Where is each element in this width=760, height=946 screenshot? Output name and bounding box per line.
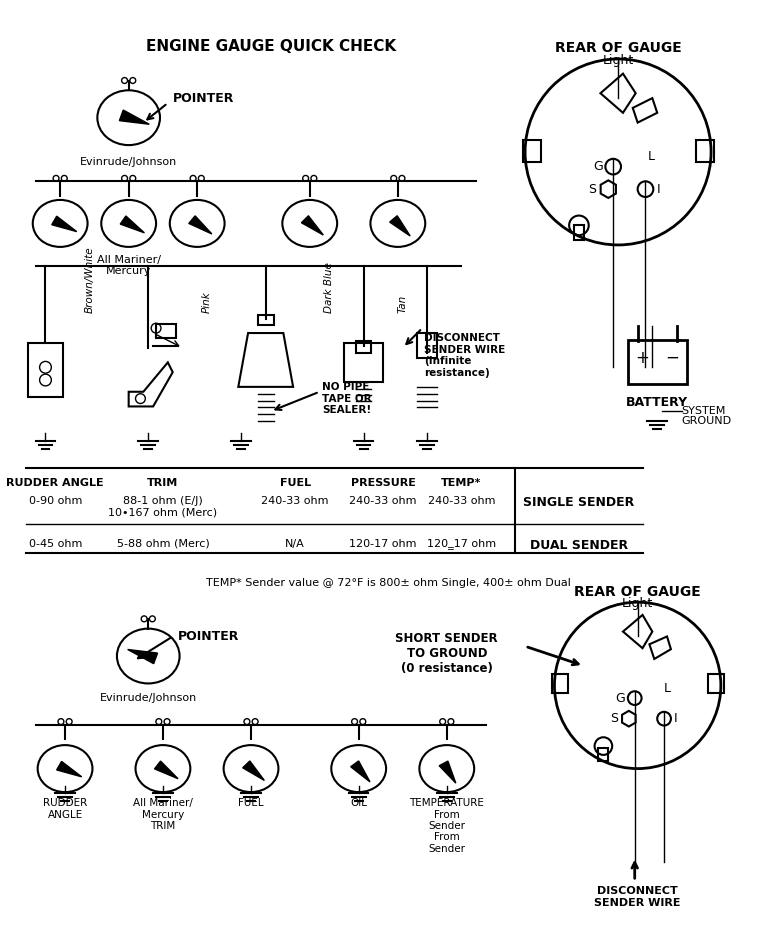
Text: 120-17 ohm: 120-17 ohm xyxy=(350,538,417,549)
Text: Tan: Tan xyxy=(397,295,407,313)
Text: Pink: Pink xyxy=(202,291,212,313)
Text: 10•167 ohm (Merc): 10•167 ohm (Merc) xyxy=(109,507,217,517)
Bar xyxy=(356,341,372,353)
Text: 0-90 ohm: 0-90 ohm xyxy=(29,496,82,505)
Bar xyxy=(696,140,714,162)
Text: RUDDER
ANGLE: RUDDER ANGLE xyxy=(43,798,87,819)
Bar xyxy=(156,324,176,338)
Text: POINTER: POINTER xyxy=(178,630,239,643)
Text: SINGLE SENDER: SINGLE SENDER xyxy=(524,496,635,509)
Polygon shape xyxy=(57,762,81,777)
Text: TRIM: TRIM xyxy=(147,478,179,488)
Text: REAR OF GAUGE: REAR OF GAUGE xyxy=(555,42,682,56)
Text: All Mariner/
Mercury
TRIM: All Mariner/ Mercury TRIM xyxy=(133,798,193,832)
Text: Light: Light xyxy=(622,597,654,610)
Bar xyxy=(574,225,584,240)
Text: SYSTEM: SYSTEM xyxy=(682,407,726,416)
Text: All Mariner/
Mercury: All Mariner/ Mercury xyxy=(97,254,160,276)
Text: POINTER: POINTER xyxy=(173,92,234,105)
Text: S: S xyxy=(610,712,618,726)
Text: 240-33 ohm: 240-33 ohm xyxy=(350,496,417,505)
Text: DUAL SENDER: DUAL SENDER xyxy=(530,538,628,552)
Text: Light: Light xyxy=(603,54,634,67)
Text: BATTERY: BATTERY xyxy=(626,395,689,409)
Text: Evinrude/Johnson: Evinrude/Johnson xyxy=(80,157,177,166)
Text: RUDDER ANGLE: RUDDER ANGLE xyxy=(6,478,104,488)
Polygon shape xyxy=(302,216,323,235)
Text: −: − xyxy=(665,348,679,366)
Text: S: S xyxy=(588,183,597,196)
Polygon shape xyxy=(242,761,264,780)
Bar xyxy=(417,333,437,358)
Text: Evinrude/Johnson: Evinrude/Johnson xyxy=(100,693,197,703)
Text: PRESSURE: PRESSURE xyxy=(350,478,416,488)
Text: 0-45 ohm: 0-45 ohm xyxy=(29,538,82,549)
Polygon shape xyxy=(120,216,144,233)
Polygon shape xyxy=(439,762,456,783)
Text: ENGINE GAUGE QUICK CHECK: ENGINE GAUGE QUICK CHECK xyxy=(145,40,396,54)
Text: +: + xyxy=(635,348,650,366)
Text: FUEL: FUEL xyxy=(280,478,311,488)
Text: DISCONNECT
SENDER WIRE
(Infinite
resistance): DISCONNECT SENDER WIRE (Infinite resista… xyxy=(424,333,505,377)
Text: 240-33 ohm: 240-33 ohm xyxy=(428,496,496,505)
Text: TEMP* Sender value @ 72°F is 800± ohm Single, 400± ohm Dual: TEMP* Sender value @ 72°F is 800± ohm Si… xyxy=(206,578,571,587)
Text: SHORT SENDER
TO GROUND
(0 resistance): SHORT SENDER TO GROUND (0 resistance) xyxy=(395,632,498,674)
Bar xyxy=(628,340,686,384)
Text: From
Sender: From Sender xyxy=(429,832,465,854)
Polygon shape xyxy=(52,217,77,232)
Text: L: L xyxy=(648,150,654,164)
Text: Brown/White: Brown/White xyxy=(84,247,94,313)
Text: NO PIPE
TAPE OR
SEALER!: NO PIPE TAPE OR SEALER! xyxy=(322,382,372,415)
Text: 240-33 ohm: 240-33 ohm xyxy=(261,496,329,505)
Polygon shape xyxy=(154,762,178,779)
Text: N/A: N/A xyxy=(285,538,305,549)
Bar xyxy=(258,315,274,325)
Bar xyxy=(523,140,541,162)
Text: GROUND: GROUND xyxy=(682,416,732,427)
Text: 5-88 ohm (Merc): 5-88 ohm (Merc) xyxy=(116,538,209,549)
Text: Dark Blue: Dark Blue xyxy=(325,263,334,313)
Polygon shape xyxy=(390,216,410,236)
Text: TEMPERATURE
From
Sender: TEMPERATURE From Sender xyxy=(410,798,484,832)
Bar xyxy=(598,748,608,761)
Polygon shape xyxy=(188,216,212,234)
Text: G: G xyxy=(615,692,625,705)
Text: REAR OF GAUGE: REAR OF GAUGE xyxy=(575,585,701,599)
Text: DISCONNECT
SENDER WIRE: DISCONNECT SENDER WIRE xyxy=(594,886,681,907)
Text: 120‗17 ohm: 120‗17 ohm xyxy=(427,538,496,550)
Bar xyxy=(708,674,724,693)
Bar xyxy=(344,342,383,382)
Polygon shape xyxy=(119,110,149,124)
Text: OIL: OIL xyxy=(350,798,367,808)
Text: G: G xyxy=(594,160,603,173)
Bar xyxy=(28,342,63,396)
Text: FUEL: FUEL xyxy=(238,798,264,808)
Text: I: I xyxy=(657,183,661,196)
Text: TEMP*: TEMP* xyxy=(442,478,482,488)
Bar xyxy=(553,674,568,693)
Text: L: L xyxy=(664,682,671,694)
Polygon shape xyxy=(128,650,157,664)
Text: I: I xyxy=(674,712,677,726)
Text: 88-1 ohm (E/J): 88-1 ohm (E/J) xyxy=(123,496,203,505)
Polygon shape xyxy=(350,761,370,782)
